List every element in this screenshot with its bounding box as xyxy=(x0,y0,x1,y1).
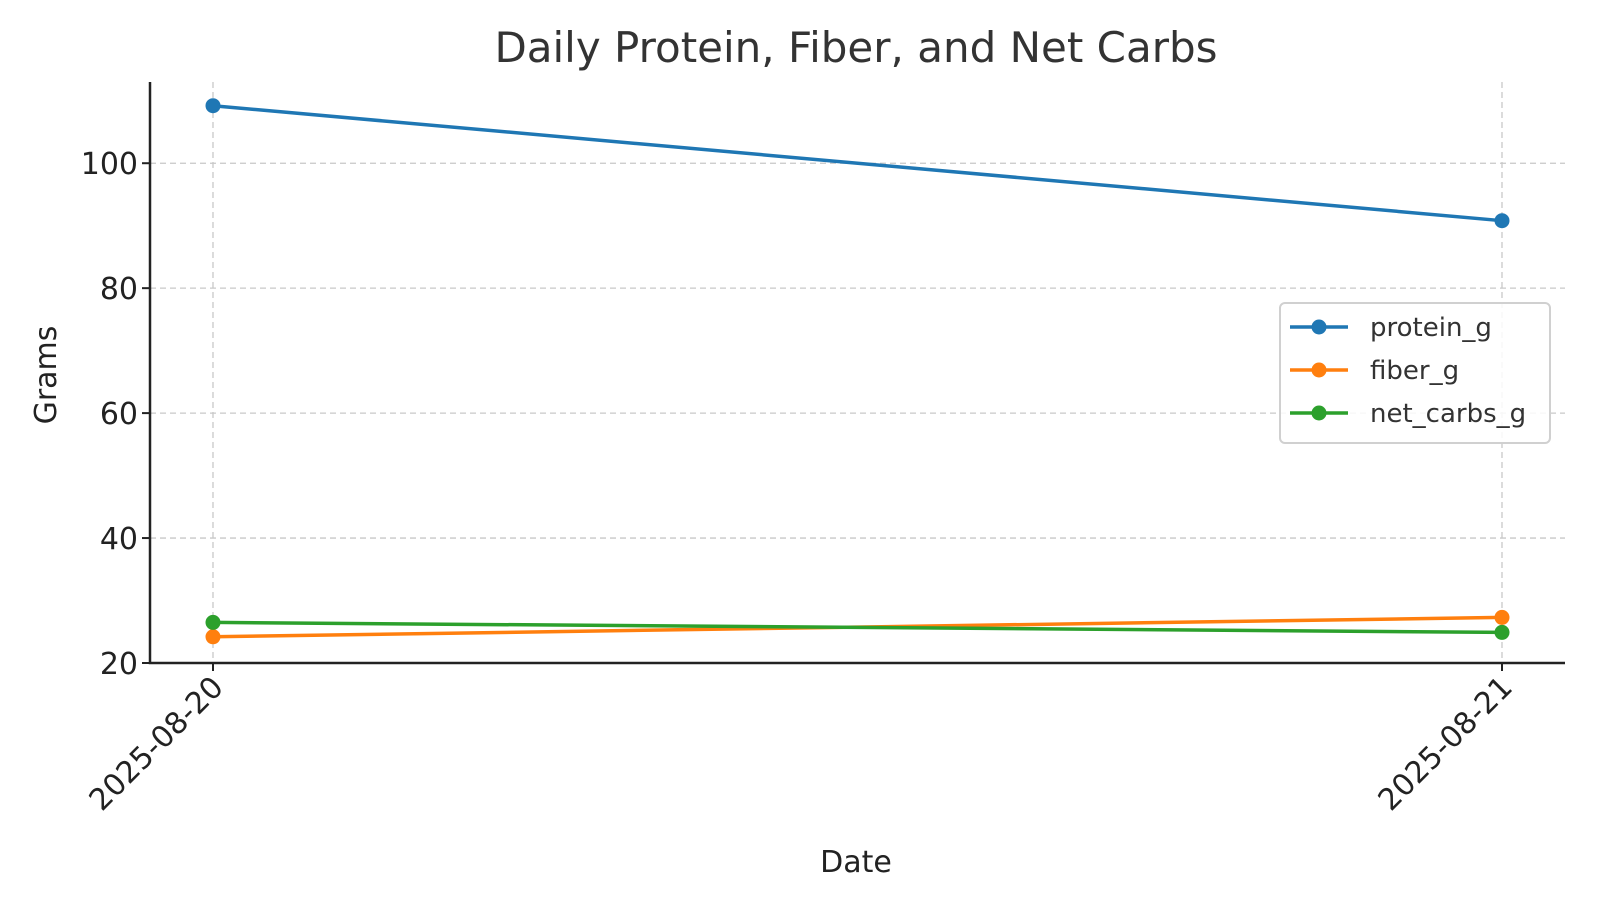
data-point-protein_g xyxy=(1494,213,1510,229)
series-group xyxy=(205,98,1510,645)
legend-label-net_carbs_g: net_carbs_g xyxy=(1370,399,1526,429)
x-tick-label: 2025-08-20 xyxy=(83,670,231,818)
legend-label-fiber_g: fiber_g xyxy=(1370,356,1459,386)
data-point-net_carbs_g xyxy=(1494,624,1510,640)
x-tick-label: 2025-08-21 xyxy=(1372,670,1520,818)
legend: protein_g fiber_g net_carbs_g xyxy=(1279,302,1551,444)
y-tick-label: 20 xyxy=(100,647,138,682)
y-tick-label: 80 xyxy=(100,272,138,307)
legend-marker-fiber_g xyxy=(1311,362,1327,378)
legend-marker-net_carbs_g xyxy=(1311,405,1327,421)
series-line-net_carbs_g xyxy=(212,620,1503,635)
y-tick-label: 60 xyxy=(100,397,138,432)
axes: 20 40 60 80 100 2025-08-20 2025-08-21 xyxy=(81,82,1565,818)
y-axis-label: Grams xyxy=(29,326,64,425)
x-axis-label: Date xyxy=(820,845,892,880)
legend-frame xyxy=(1279,302,1551,444)
chart-title: Daily Protein, Fiber, and Net Carbs xyxy=(494,23,1217,72)
y-tick-label: 100 xyxy=(81,147,138,182)
legend-marker-protein_g xyxy=(1311,319,1327,335)
y-tick-label: 40 xyxy=(100,522,138,557)
data-point-fiber_g xyxy=(205,629,221,645)
data-point-fiber_g xyxy=(1494,609,1510,625)
data-point-net_carbs_g xyxy=(205,614,221,630)
series-line-protein_g xyxy=(212,103,1503,223)
data-point-protein_g xyxy=(205,98,221,114)
legend-label-protein_g: protein_g xyxy=(1370,313,1492,343)
axis-spines xyxy=(148,82,1565,665)
